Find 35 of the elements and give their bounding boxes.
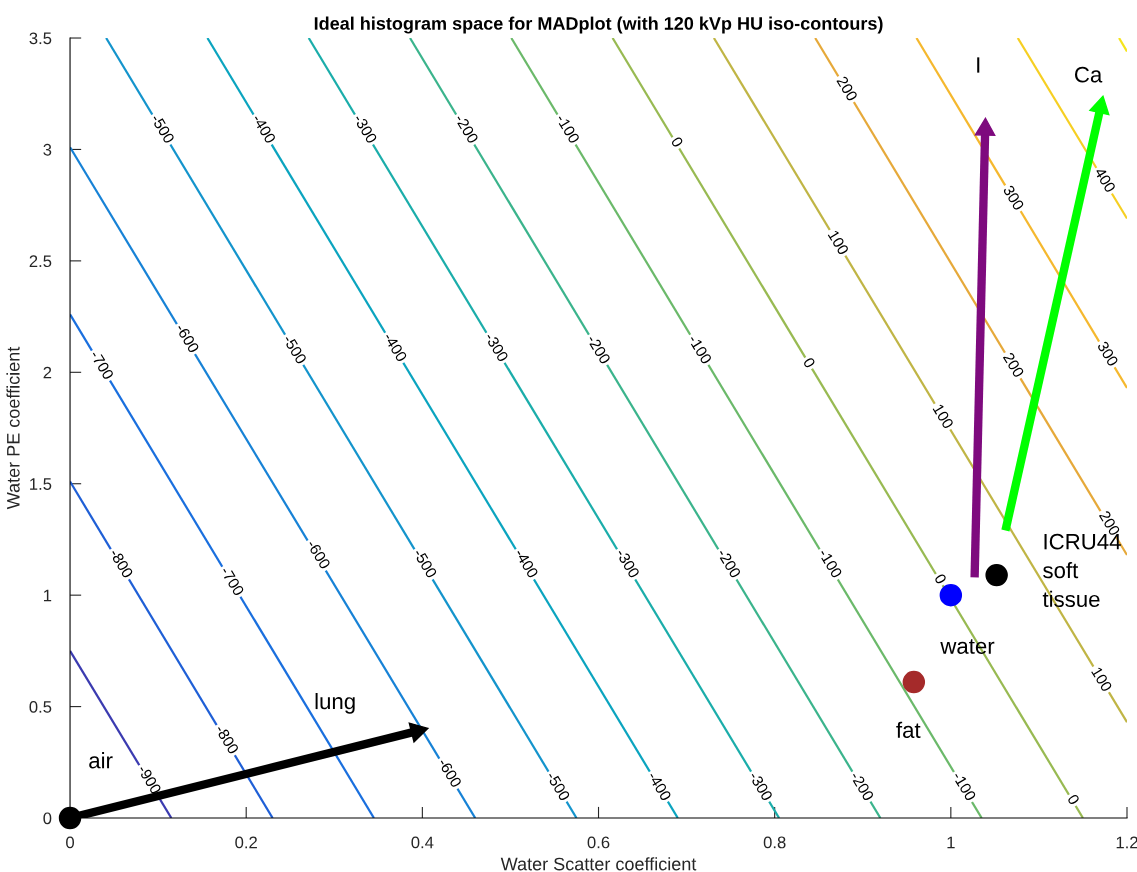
x-tick-label: 0.8 — [763, 836, 786, 849]
x-tick-label: 1 — [947, 836, 955, 849]
y-tick-label: 1 — [43, 589, 52, 602]
x-tick-label: 0.6 — [587, 836, 610, 849]
y-tick-label: 0 — [43, 812, 52, 825]
y-tick-label: 2.5 — [29, 255, 52, 268]
annotation: 100 — [932, 403, 955, 430]
y-tick-label: 2 — [43, 366, 52, 379]
annotation: air — [89, 752, 113, 769]
annotation: 0 — [1066, 793, 1081, 806]
annotation: 200 — [836, 75, 859, 102]
x-axis-title: Water Scatter coefficient — [500, 857, 697, 871]
x-tick-label: 0 — [66, 836, 75, 849]
x-tick-label: 0.4 — [411, 836, 434, 849]
annotation: 100 — [1091, 666, 1113, 693]
chart-title: Ideal histogram space for MADplot (with 120 kVp HU iso-contours) — [314, 16, 883, 34]
annotation: 200 — [1002, 351, 1025, 379]
annotation: 0 — [802, 356, 816, 369]
annotation: 400 — [1094, 166, 1117, 194]
annotation: 300 — [1002, 184, 1025, 211]
y-axis-title: Water PE coefficient — [6, 346, 20, 510]
y-tick-label: 3 — [43, 143, 52, 156]
x-tick-label: 1.2 — [1116, 836, 1137, 849]
annotation: fat — [896, 721, 921, 739]
annotation: 0 — [670, 136, 684, 149]
annotation: lung — [315, 692, 355, 714]
y-tick-label: 0.5 — [29, 701, 52, 713]
y-tick-label: 1.5 — [30, 478, 52, 490]
x-tick-label: 0.2 — [235, 836, 257, 849]
annotation: 300 — [1096, 340, 1119, 367]
annotation: I — [977, 57, 980, 73]
annotation: Ca — [1075, 66, 1103, 83]
annotation: 100 — [827, 229, 850, 256]
annotation: 0 — [933, 572, 948, 585]
y-tick-label: 3.5 — [29, 32, 52, 45]
